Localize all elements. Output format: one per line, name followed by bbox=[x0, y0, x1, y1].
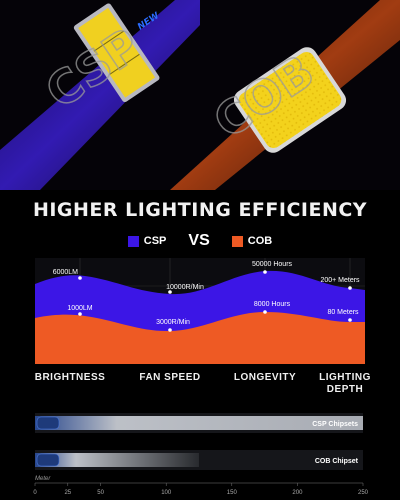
csp-glow-band bbox=[0, 0, 200, 190]
page-title: HIGHER LIGHTING EFFICIENCY bbox=[32, 199, 368, 221]
beam-bar-0 bbox=[35, 416, 363, 430]
beam-distance-chart: CSP Chipsets COB Chipset 0 25 50 100 150 200 250… bbox=[33, 413, 369, 496]
legend-label-csp: CSP bbox=[143, 235, 167, 247]
chart-legend: CSP VS COB bbox=[0, 232, 400, 250]
cob-point-3 bbox=[348, 318, 352, 322]
csp-point-2 bbox=[263, 270, 267, 274]
meter-tick-label-4: 150 bbox=[227, 490, 238, 496]
beam-label-0: CSP Chipsets bbox=[312, 421, 358, 428]
csp-chip bbox=[73, 3, 160, 103]
category-label-longevity: LONGEVITY bbox=[233, 372, 297, 383]
cob-data-label-0: 1000LM bbox=[67, 305, 92, 312]
legend-item-cob: COB bbox=[231, 235, 273, 247]
category-label-brightness: BRIGHTNESS bbox=[34, 372, 106, 383]
category-label-fan-speed: FAN SPEED bbox=[139, 372, 201, 383]
car-icon-1 bbox=[36, 453, 60, 467]
cob-data-label-2: 8000 Hours bbox=[254, 301, 291, 308]
legend-swatch-csp bbox=[127, 235, 139, 247]
beam-label-1: COB Chipset bbox=[315, 458, 359, 465]
cob-point-2 bbox=[263, 310, 267, 314]
csp-point-3 bbox=[348, 286, 352, 290]
meter-tick-label-0: 0 bbox=[33, 490, 37, 496]
category-label-lighting-depth: LIGHTING DEPTH bbox=[310, 372, 380, 396]
cob-chip bbox=[233, 47, 347, 153]
csp-data-label-0: 6000LM bbox=[53, 269, 78, 276]
car-icon-0 bbox=[36, 416, 60, 430]
beam-bar-1 bbox=[35, 453, 199, 467]
cob-point-0 bbox=[78, 312, 82, 316]
meter-axis-label: Meter bbox=[35, 476, 51, 482]
meter-tick-label-3: 100 bbox=[161, 490, 172, 496]
legend-swatch-cob bbox=[231, 235, 243, 247]
meter-tick-label-1: 25 bbox=[64, 490, 71, 496]
cob-point-1 bbox=[168, 328, 172, 332]
meter-tick-label-5: 200 bbox=[292, 490, 303, 496]
csp-data-label-2: 50000 Hours bbox=[252, 261, 293, 268]
csp-data-label-1: 10000R/Min bbox=[166, 284, 204, 291]
cob-data-label-3: 80 Meters bbox=[327, 309, 359, 316]
hero-banner: CSP NEW COB bbox=[0, 0, 400, 190]
hero-illustration: CSP NEW COB bbox=[0, 0, 400, 190]
csp-point-0 bbox=[78, 276, 82, 280]
category-label-lighting-depth-text: LIGHTING DEPTH bbox=[319, 372, 371, 395]
legend-item-csp: CSP bbox=[127, 235, 167, 247]
meter-tick-label-6: 250 bbox=[358, 490, 369, 496]
csp-data-label-3: 200+ Meters bbox=[320, 277, 360, 284]
cob-area-series bbox=[35, 312, 365, 364]
comparison-area-chart: 6000LM 10000R/Min 50000 Hours 200+ Meters 10… bbox=[35, 258, 365, 364]
meter-tick-label-2: 50 bbox=[97, 490, 104, 496]
legend-label-cob: COB bbox=[247, 235, 273, 247]
cob-data-label-1: 3000R/Min bbox=[156, 319, 190, 326]
versus-label: VS bbox=[188, 232, 210, 249]
csp-point-1 bbox=[168, 290, 172, 294]
